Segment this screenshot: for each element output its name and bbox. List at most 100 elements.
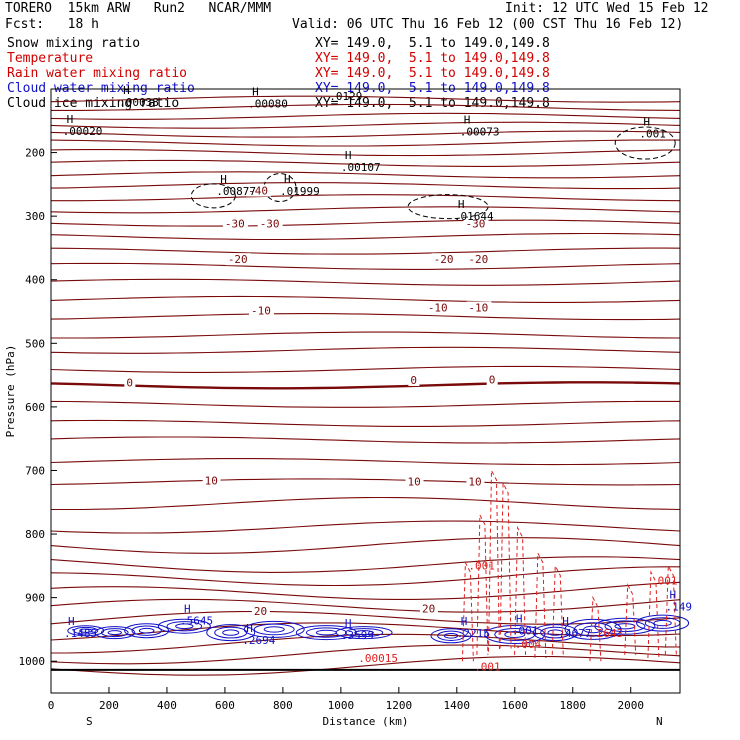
isotherm-label: 10 — [205, 474, 218, 487]
isotherm-line — [51, 331, 681, 339]
snow-contour — [263, 173, 297, 203]
rain-contour — [551, 563, 564, 655]
isotherm-line — [50, 520, 681, 534]
cloud-water-contour — [94, 626, 136, 640]
snow-max-label-h-mark: H — [220, 173, 227, 186]
cloud-water-max-label: .001 — [512, 625, 539, 638]
isotherm-label-bg — [466, 475, 485, 488]
extra-label: .0129 — [329, 90, 362, 103]
isotherm-line — [50, 346, 681, 354]
x-tick-label: 400 — [157, 699, 177, 712]
rain-contour — [647, 570, 660, 659]
forecast-hour: Fcst: 18 h — [5, 17, 99, 32]
isotherm-line — [50, 581, 681, 600]
isotherm-label-bg — [124, 376, 136, 389]
cloud-water-max-label-h-mark: H — [184, 602, 191, 615]
isotherm-label: -30 — [466, 218, 486, 231]
isotherm-line — [50, 295, 681, 303]
isotherm-label: -10 — [251, 305, 271, 318]
rain-contours — [461, 470, 677, 662]
isotherm-line — [50, 112, 681, 120]
isotherm-line — [50, 556, 681, 573]
cloud-water-contour — [305, 627, 347, 638]
isotherm-line — [50, 610, 681, 625]
rain-contour — [624, 583, 637, 655]
south-label: S — [86, 715, 93, 728]
snow-contour — [407, 194, 489, 220]
cloud-water-contour — [206, 624, 256, 642]
isotherm-line — [50, 598, 681, 613]
cloud-water-max-label-h-mark: H — [461, 615, 468, 628]
legend-temperature-name: Temperature — [7, 51, 94, 66]
isotherm-label-bg — [466, 301, 492, 314]
x-tick-label: 1600 — [502, 699, 529, 712]
isotherm-label: -30 — [225, 218, 245, 231]
isotherm-line — [51, 103, 681, 111]
isotherm-line — [50, 622, 681, 641]
y-tick-label: 600 — [25, 401, 45, 414]
rain-max-label: .001 — [468, 560, 495, 573]
plot-frame — [50, 88, 681, 694]
y-axis-label: Pressure (hPa) — [4, 345, 17, 438]
isotherm-line — [50, 436, 681, 444]
isotherm-label: 20 — [254, 605, 267, 618]
cloud-water-max-label-h-mark: H — [68, 615, 75, 628]
isotherm-line — [50, 247, 681, 255]
cloud-water-contour — [315, 629, 337, 636]
isotherm-line — [50, 219, 681, 227]
snow-contours — [190, 126, 676, 220]
rain-max-label: .001 — [651, 574, 678, 587]
cloud-water-contour — [614, 623, 636, 630]
snow-max-label: .001 — [639, 127, 666, 140]
snow-max-label-h-mark: H — [345, 149, 352, 162]
isotherm-label: 20 — [422, 602, 435, 615]
x-tick-label: 1800 — [560, 699, 587, 712]
isotherm-label-bg — [249, 304, 275, 317]
isotherm-label: 10 — [408, 476, 421, 489]
cloud-water-contours — [67, 614, 690, 645]
cloud-water-max-label: .1485 — [64, 627, 97, 640]
cloud-water-contour — [79, 628, 93, 633]
cloud-water-contour — [222, 629, 240, 636]
isotherm-line — [50, 130, 681, 138]
x-tick-label: 0 — [48, 699, 55, 712]
cloud-water-contour — [564, 618, 622, 640]
isotherm-line — [50, 121, 681, 129]
isotherm-line — [50, 365, 681, 373]
x-tick-label: 200 — [99, 699, 119, 712]
isotherm-line — [50, 95, 681, 103]
isotherm-label: -10 — [428, 302, 448, 315]
isotherm-line — [50, 171, 681, 179]
isotherm-line — [50, 566, 680, 587]
isotherm-label-bg — [257, 217, 283, 230]
cloud-water-max-label-h-mark: H — [246, 622, 253, 635]
cloud-water-contour — [604, 620, 646, 633]
cloud-water-contour — [335, 626, 393, 640]
isotherm-line — [50, 458, 681, 466]
isotherm-line — [50, 139, 680, 147]
rain-max-label: .004 — [515, 638, 542, 651]
cloud-water-contour — [100, 628, 129, 638]
isotherm-label-bg — [222, 217, 248, 230]
x-tick-label: 1200 — [386, 699, 413, 712]
snow-max-label: .00038 — [119, 96, 159, 109]
isotherm-line — [50, 206, 681, 214]
cloud-water-max-label: .149 — [666, 600, 693, 613]
snow-max-label: .00020 — [63, 125, 103, 138]
isotherm-line — [51, 496, 681, 511]
snow-max-label: .01999 — [280, 185, 320, 198]
isotherm-label: -30 — [260, 218, 280, 231]
isotherm-line — [50, 232, 681, 241]
isotherm-label: 0 — [410, 374, 417, 387]
cloud-water-contour — [437, 630, 465, 641]
isotherm-line — [50, 182, 681, 190]
isotherm-label-bg — [463, 217, 489, 230]
x-tick-label: 2000 — [617, 699, 644, 712]
y-tick-label: 400 — [25, 274, 45, 287]
cloud-water-contour — [124, 623, 170, 639]
cloud-water-contour — [653, 619, 672, 627]
cloud-water-contour — [443, 632, 459, 639]
isotherm-label: 0 — [489, 373, 496, 386]
cloud-water-contour — [157, 618, 211, 634]
